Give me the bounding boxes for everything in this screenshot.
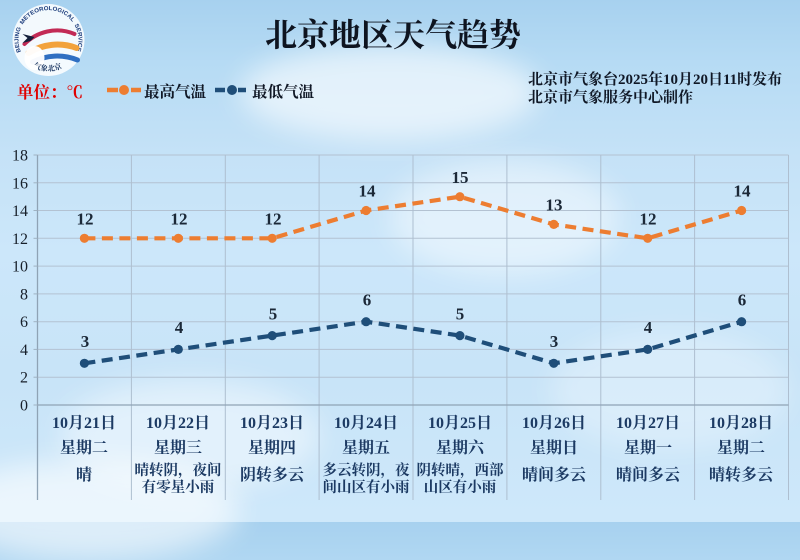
svg-text:12: 12	[640, 210, 657, 229]
svg-text:3: 3	[81, 332, 90, 351]
svg-text:4: 4	[644, 318, 653, 337]
svg-text:5: 5	[456, 304, 465, 323]
svg-text:4: 4	[175, 318, 184, 337]
svg-text:14: 14	[359, 182, 377, 201]
svg-text:18: 18	[12, 148, 28, 165]
svg-text:12: 12	[12, 231, 28, 248]
svg-text:6: 6	[363, 290, 372, 309]
svg-text:10: 10	[12, 259, 28, 276]
svg-text:12: 12	[77, 210, 94, 229]
svg-text:13: 13	[546, 196, 563, 215]
svg-text:8: 8	[20, 286, 28, 303]
svg-text:2: 2	[20, 370, 28, 387]
svg-text:14: 14	[734, 182, 752, 201]
svg-text:16: 16	[12, 175, 28, 192]
svg-text:6: 6	[20, 314, 28, 331]
svg-text:14: 14	[12, 203, 28, 220]
svg-text:4: 4	[20, 342, 28, 359]
svg-text:6: 6	[738, 290, 747, 309]
svg-text:12: 12	[171, 210, 188, 229]
svg-text:0: 0	[20, 398, 28, 415]
svg-text:12: 12	[265, 210, 282, 229]
svg-text:15: 15	[452, 168, 469, 187]
svg-text:3: 3	[550, 332, 559, 351]
svg-text:5: 5	[269, 304, 278, 323]
